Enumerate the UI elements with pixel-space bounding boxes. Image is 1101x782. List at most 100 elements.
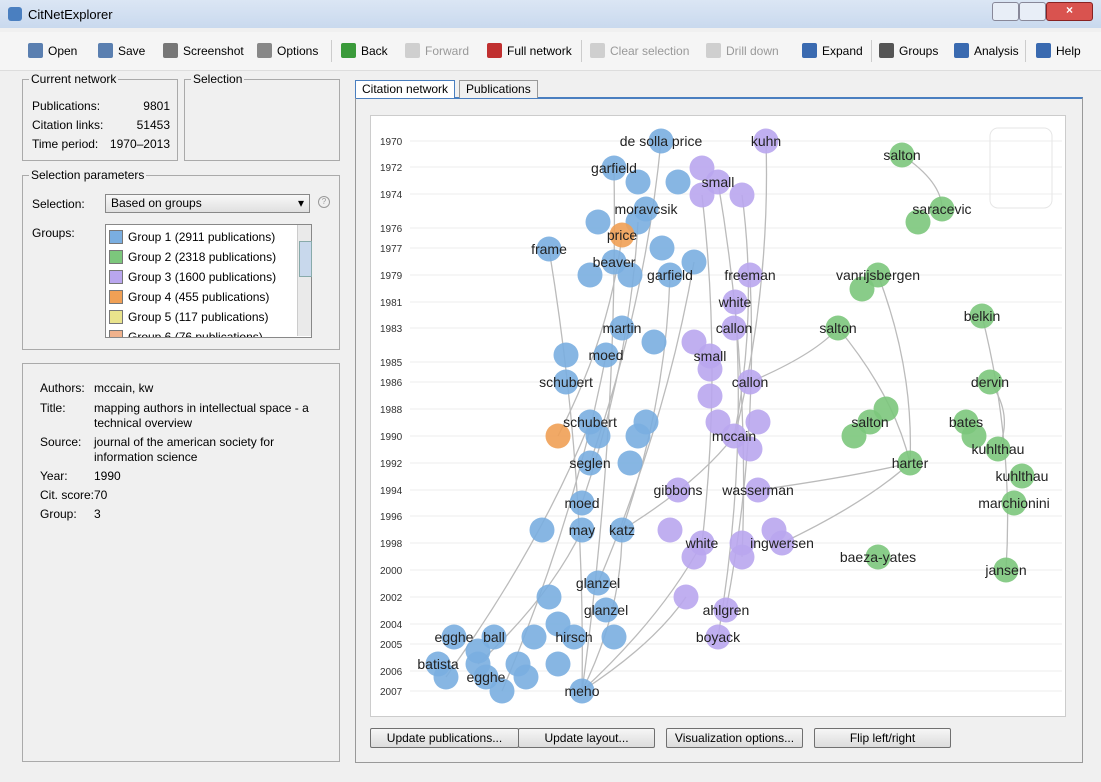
node-label: moed <box>564 495 599 511</box>
group-swatch <box>109 330 123 337</box>
node-label: white <box>718 294 752 310</box>
node-label: dervin <box>971 374 1009 390</box>
group-label: Group 1 (2911 publications) <box>128 230 276 244</box>
year-label: 1994 <box>380 486 403 497</box>
publication-node <box>553 342 579 368</box>
close-button[interactable]: × <box>1046 2 1093 21</box>
year-label: 1998 <box>380 539 403 550</box>
citation-link <box>757 462 911 491</box>
tab[interactable]: Publications <box>459 80 538 98</box>
detail-label: Group: <box>40 507 77 521</box>
current-network-panel: Current network Publications: 9801 Citatio… <box>22 72 178 161</box>
toolbar: Open Save Screenshot Options Back Forward Full… <box>0 32 1101 71</box>
panel-title: Selection <box>191 72 245 86</box>
citation-link <box>717 301 739 638</box>
toolbar-icon <box>257 43 272 58</box>
publication-node <box>625 423 651 449</box>
button[interactable]: Flip left/right <box>814 728 951 748</box>
publication-node <box>569 517 595 543</box>
detail-label: Cit. score: <box>40 488 95 502</box>
button[interactable]: Update layout... <box>518 728 655 748</box>
node-label: vanrijsbergen <box>836 267 920 283</box>
publication-node <box>897 450 923 476</box>
year-label: 1970 <box>380 137 403 148</box>
node-label: hirsch <box>555 629 592 645</box>
detail-value: 3 <box>94 507 101 521</box>
detail-label: Authors: <box>40 381 85 395</box>
node-label: salton <box>851 414 888 430</box>
button[interactable]: Update publications... <box>370 728 519 748</box>
toolbar-label: Drill down <box>726 44 779 58</box>
node-label: schubert <box>539 374 593 390</box>
group-swatch <box>109 290 123 304</box>
node-label: kuhlthau <box>996 468 1049 484</box>
detail-label: Year: <box>40 469 68 483</box>
group-label: Group 6 (76 publications) <box>128 330 263 338</box>
node-label: jansen <box>984 562 1026 578</box>
panel-title: Current network <box>29 72 119 86</box>
publication-node <box>745 409 771 435</box>
maximize-button[interactable] <box>1019 2 1046 21</box>
toolbar-icon <box>341 43 356 58</box>
node-label: frame <box>531 241 567 257</box>
publication-node <box>865 544 891 570</box>
year-label: 1985 <box>380 358 403 369</box>
publication-node <box>617 450 643 476</box>
publication-node <box>737 369 763 395</box>
toolbar-icon <box>1036 43 1051 58</box>
publication-node <box>441 624 467 650</box>
publication-node <box>609 517 635 543</box>
publication-node <box>585 209 611 235</box>
window-title: CitNetExplorer <box>28 7 113 22</box>
node-label: callon <box>716 320 753 336</box>
year-label: 1979 <box>380 271 403 282</box>
citation-link <box>717 181 745 558</box>
publication-node <box>553 369 579 395</box>
publication-node <box>769 530 795 556</box>
publication-node <box>1009 463 1035 489</box>
toolbar-label: Clear selection <box>610 44 690 58</box>
field-value: 1970–2013 <box>109 137 170 151</box>
publication-node <box>705 624 731 650</box>
scroll-thumb[interactable] <box>299 241 312 277</box>
toolbar-label: Full network <box>507 44 572 58</box>
selection-parameters-panel: Selection parameters Selection: Based on… <box>22 168 340 350</box>
field-label: Citation links: <box>32 118 104 132</box>
node-label: kuhlthau <box>972 441 1025 457</box>
title-bar: CitNetExplorer × <box>0 0 1101 28</box>
node-label: ingwersen <box>750 535 814 551</box>
minimize-button[interactable] <box>992 2 1019 21</box>
field-label: Time period: <box>32 137 99 151</box>
publication-node <box>889 142 915 168</box>
publication-node <box>697 383 723 409</box>
scrollbar[interactable] <box>297 225 312 336</box>
detail-label: Title: <box>40 401 66 415</box>
year-label: 2002 <box>380 593 403 604</box>
groups-list: Group 1 (2911 publications) Group 2 (2318… <box>105 224 312 338</box>
toolbar-icon <box>706 43 721 58</box>
node-label: ball <box>483 629 505 645</box>
publication-node <box>753 128 779 154</box>
publication-node <box>425 651 451 677</box>
node-label: white <box>685 535 719 551</box>
year-label: 1977 <box>380 244 403 255</box>
node-label: marchionini <box>978 495 1050 511</box>
publication-node <box>929 196 955 222</box>
publication-node <box>577 450 603 476</box>
publication-node <box>569 490 595 516</box>
detail-value: 1990 <box>94 469 121 483</box>
publication-node <box>536 236 562 262</box>
toolbar-label: Forward <box>425 44 470 58</box>
year-label: 1983 <box>380 324 403 335</box>
node-label: glanzel <box>584 602 628 618</box>
year-label: 1986 <box>380 378 403 389</box>
node-label: egghe <box>435 629 474 645</box>
selection-dropdown[interactable]: Based on groups ▾ <box>105 194 310 213</box>
publication-node <box>665 477 691 503</box>
button[interactable]: Visualization options... <box>666 728 803 748</box>
publication-node <box>609 222 635 248</box>
help-icon[interactable]: ? <box>318 196 330 208</box>
publication-node <box>825 315 851 341</box>
network-view[interactable]: 1970 1972 1974 1976 1977 1979 1981 1983 1985 1986… <box>371 116 1065 716</box>
tab[interactable]: Citation network <box>355 80 456 98</box>
